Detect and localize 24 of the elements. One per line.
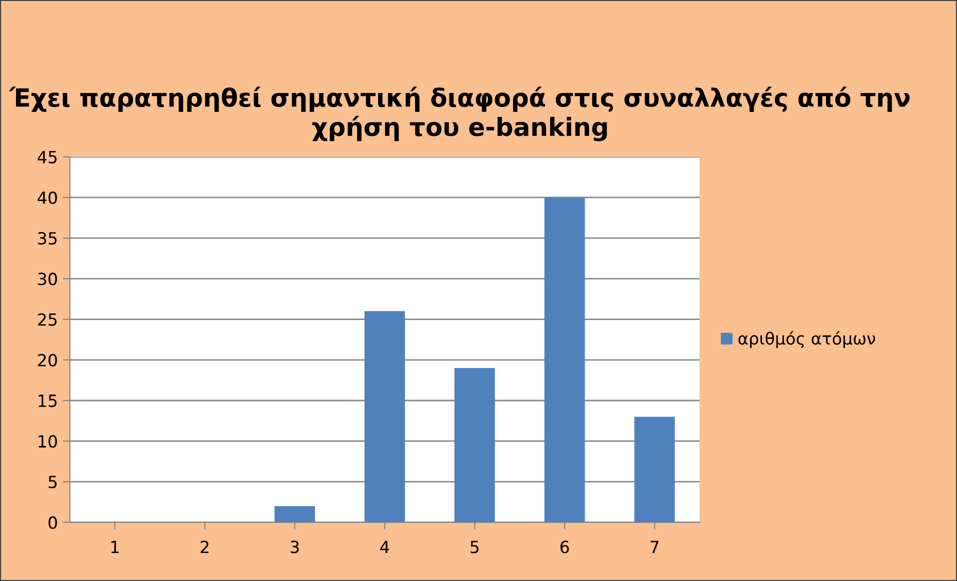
y-tick-label: 5 bbox=[48, 476, 57, 488]
y-tick-label: 25 bbox=[38, 313, 57, 326]
chart-title: Έχει παρατηρηθεί σημαντική διαφορά στις συναλλαγές από την χρήση του e-banking bbox=[9, 86, 910, 142]
y-tick-label: 45 bbox=[38, 151, 57, 164]
x-tick-label: 3 bbox=[290, 540, 299, 554]
y-tick-label: 15 bbox=[38, 394, 57, 408]
y-tick-label: 10 bbox=[38, 435, 57, 448]
x-tick-label: 2 bbox=[200, 540, 208, 554]
bar bbox=[634, 416, 675, 522]
bar bbox=[364, 311, 405, 522]
x-tick-label: 6 bbox=[560, 540, 569, 554]
y-tick-label: 20 bbox=[38, 354, 57, 366]
y-tick-label: 35 bbox=[38, 232, 57, 245]
legend-label: αριθμός ατόμων bbox=[738, 331, 876, 348]
x-tick-label: 1 bbox=[111, 540, 119, 554]
bar bbox=[454, 368, 495, 522]
bar bbox=[544, 197, 585, 522]
y-tick-label: 30 bbox=[38, 272, 57, 286]
x-tick-label: 4 bbox=[380, 540, 390, 554]
y-tick-label: 40 bbox=[38, 191, 57, 204]
y-tick-label: 0 bbox=[48, 516, 57, 529]
bar bbox=[274, 506, 315, 522]
x-tick-label: 5 bbox=[470, 540, 479, 554]
x-tick-label: 7 bbox=[650, 540, 658, 554]
